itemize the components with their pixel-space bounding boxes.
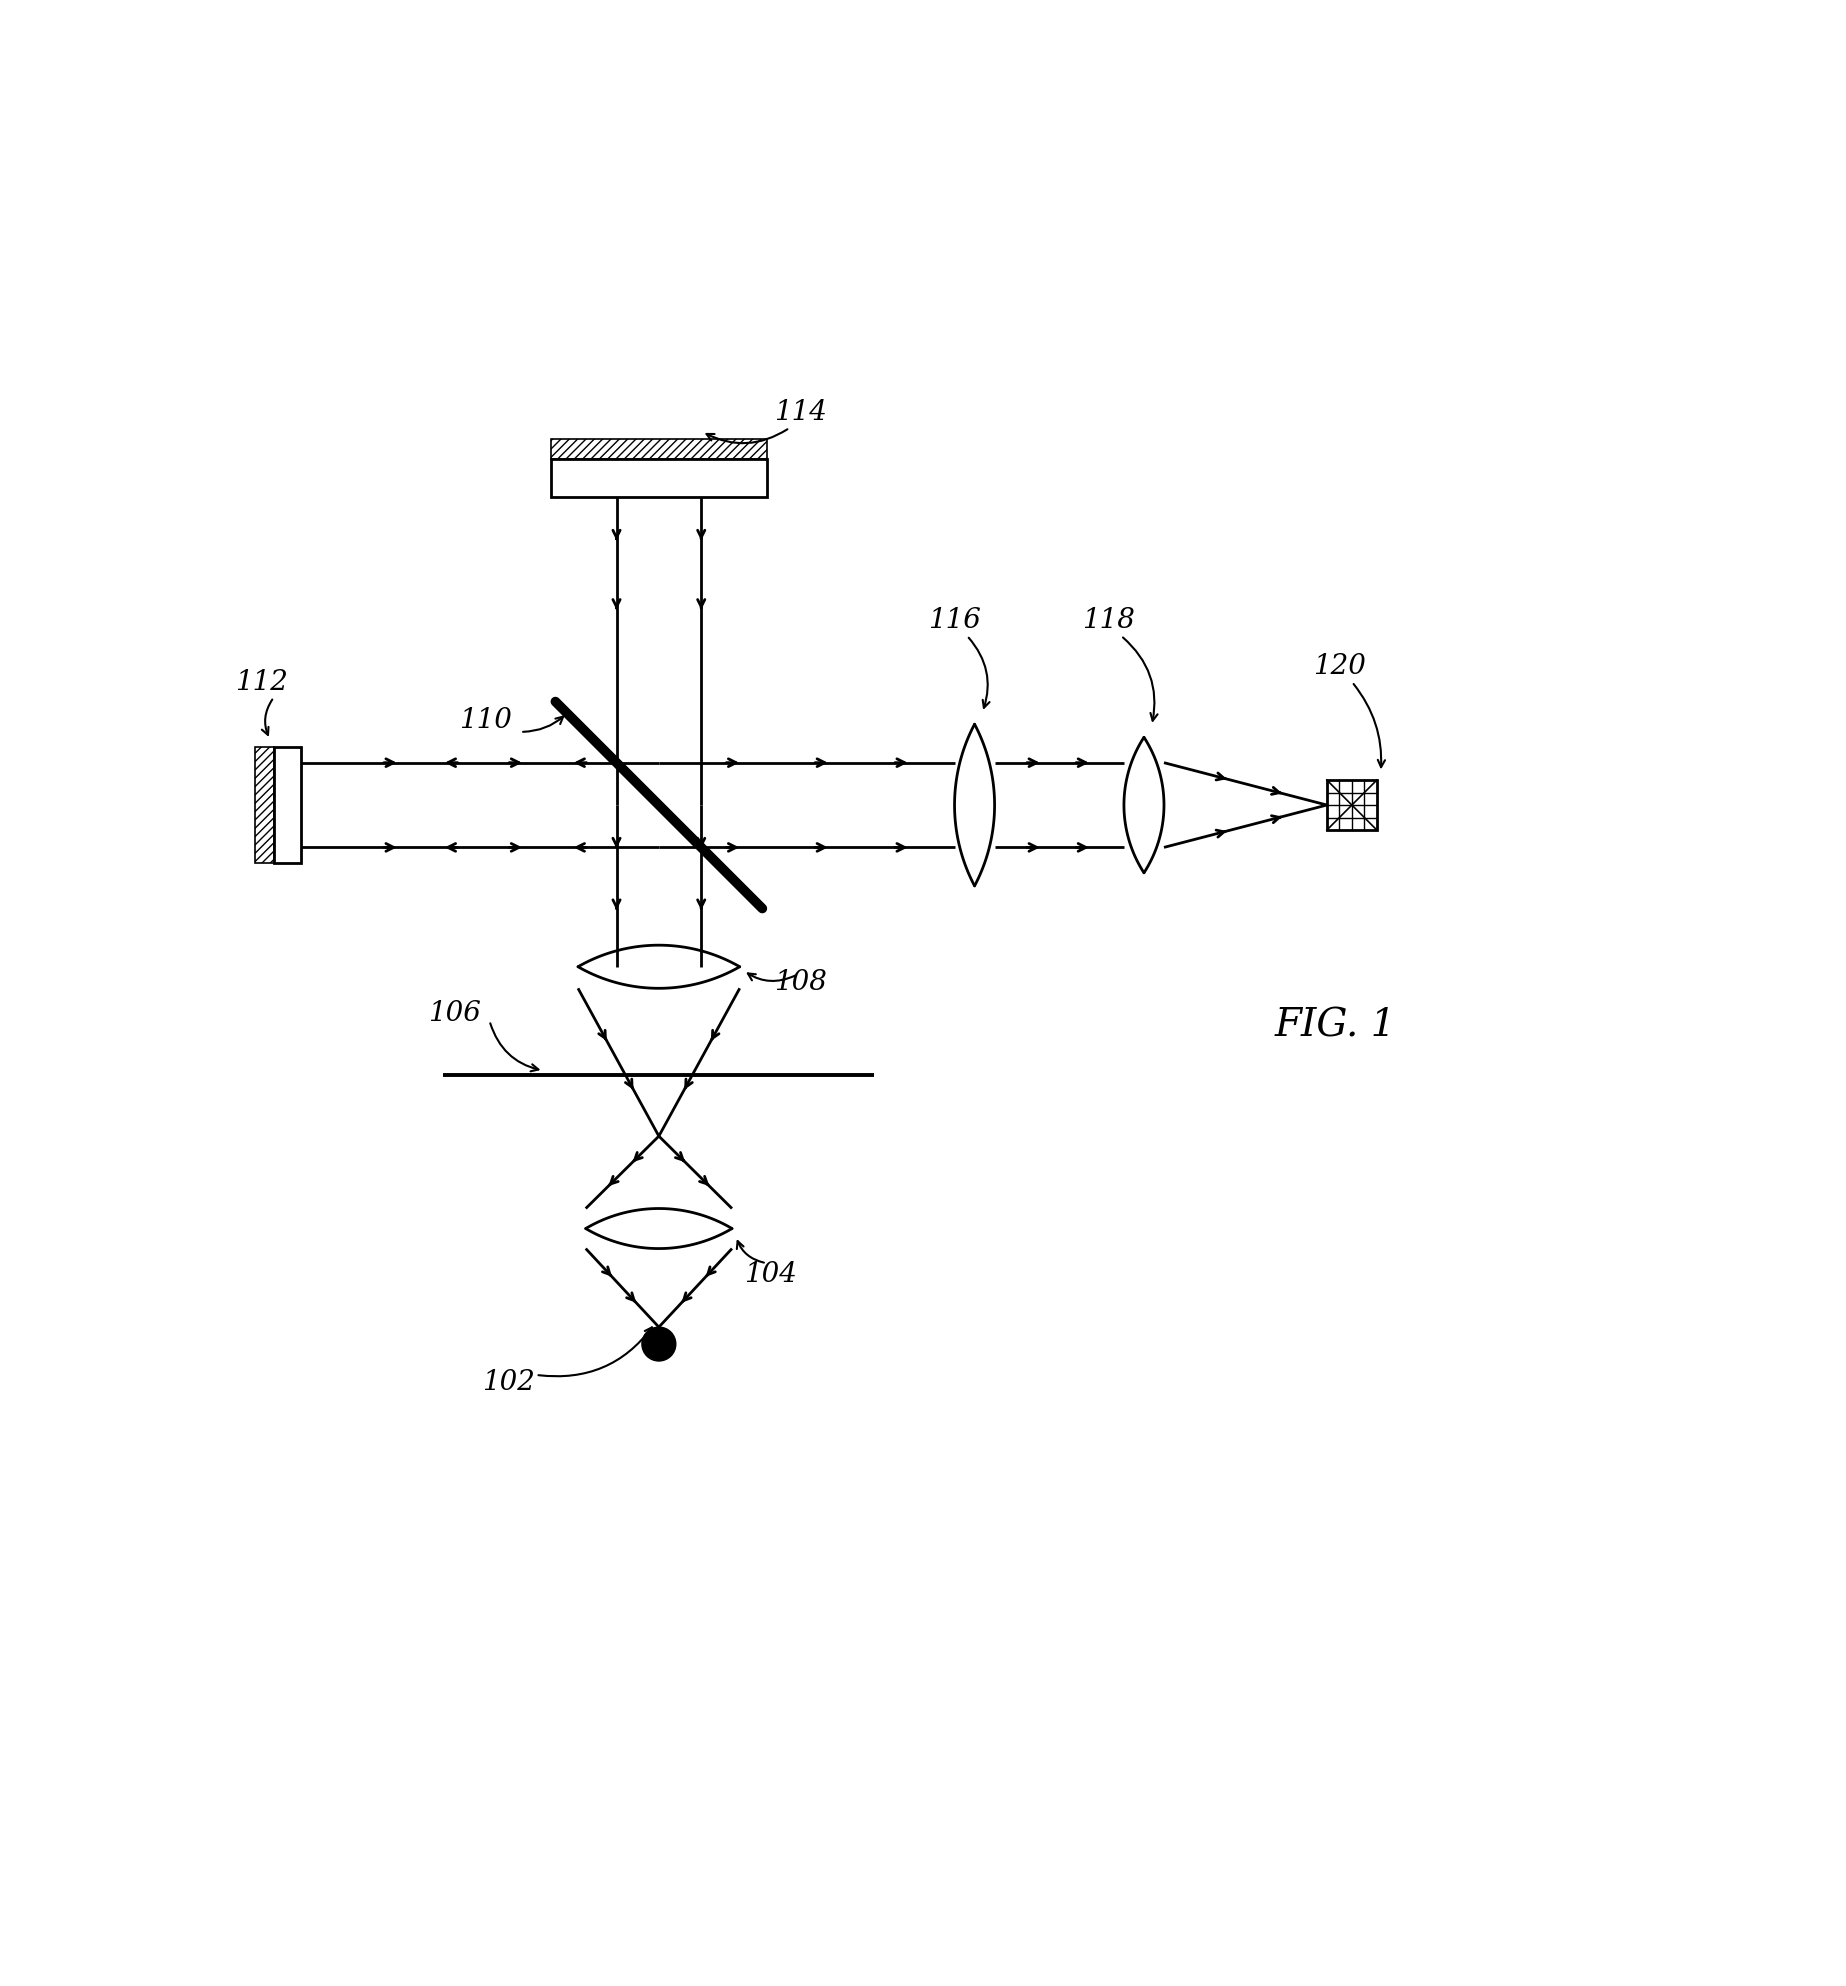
Text: 114: 114 (773, 399, 827, 427)
Text: 108: 108 (773, 969, 827, 995)
Text: 104: 104 (744, 1261, 796, 1289)
Text: 106: 106 (428, 999, 480, 1027)
Bar (273, 747, 301, 862)
Bar (552, 439, 766, 459)
Circle shape (642, 1327, 676, 1360)
Bar (1327, 780, 1377, 830)
Text: 102: 102 (482, 1368, 535, 1396)
Text: 112: 112 (234, 669, 288, 695)
Text: 118: 118 (1082, 608, 1135, 634)
Bar (255, 747, 273, 862)
Text: 116: 116 (929, 608, 982, 634)
Text: 120: 120 (1313, 653, 1366, 679)
Text: 110: 110 (458, 707, 511, 735)
Text: FIG. 1: FIG. 1 (1276, 1007, 1396, 1045)
Bar (552, 459, 766, 496)
